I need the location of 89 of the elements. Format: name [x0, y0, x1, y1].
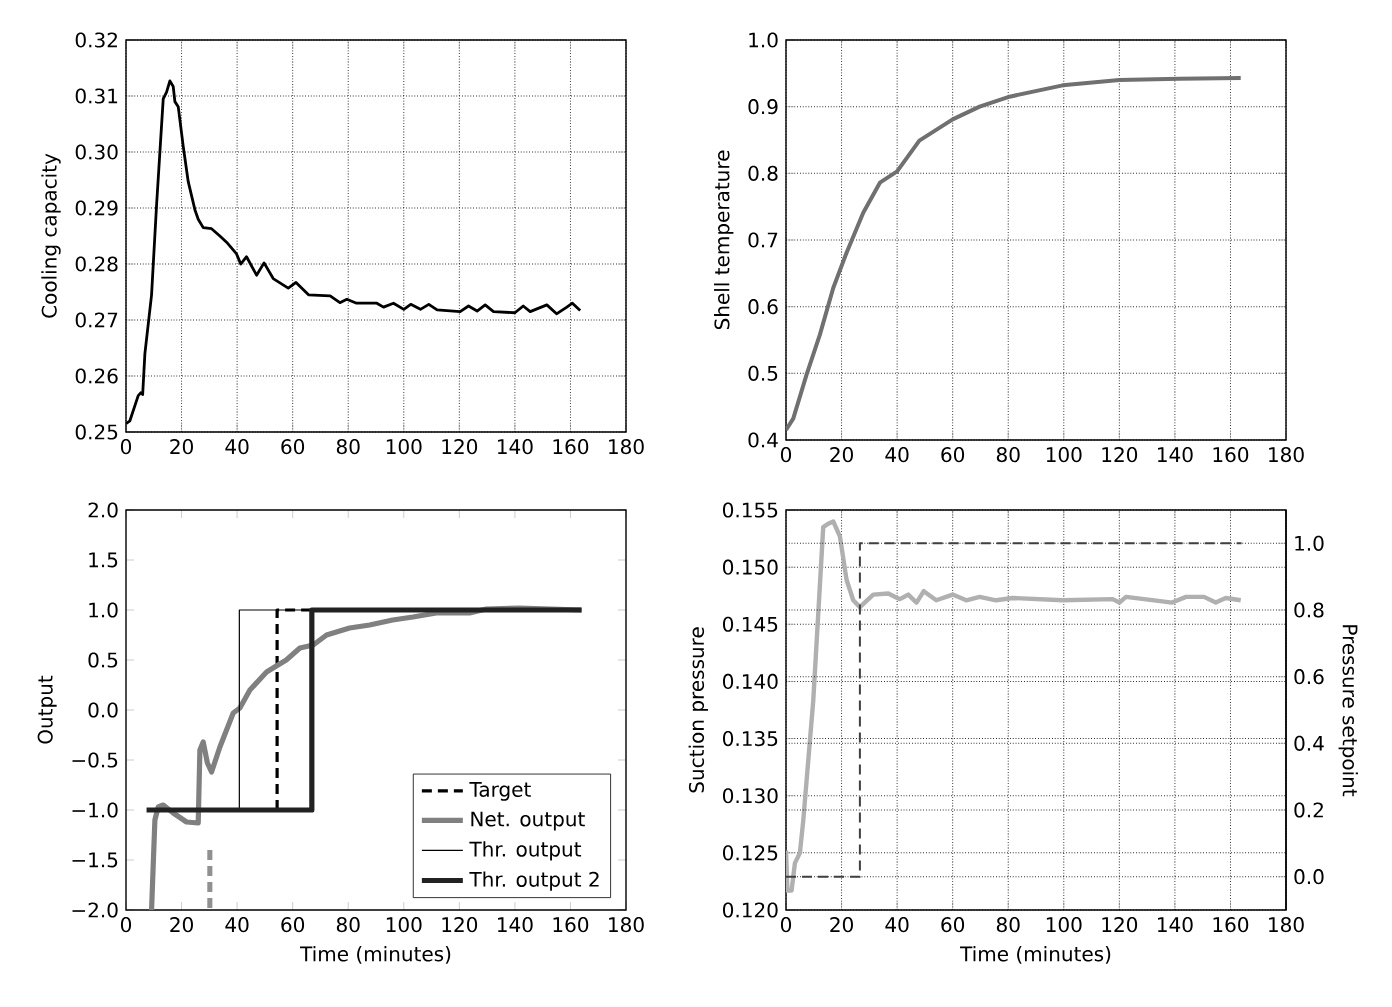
y-tick-label: 0.8: [748, 165, 778, 181]
y-tick-label: 2.0: [88, 502, 118, 518]
x-tick-label: 0: [120, 439, 132, 455]
x-tick-label: 0: [780, 447, 792, 463]
legend-label: Thr. output: [469, 841, 582, 861]
legend-label: Thr. output 2: [469, 871, 599, 891]
y-tick-label: 0.29: [75, 200, 118, 216]
x-tick-label: 100: [1046, 917, 1082, 933]
x-tick-label: 120: [442, 439, 478, 455]
y-tick-label: 0.26: [75, 368, 118, 384]
y-tick-label: 0.120: [723, 902, 778, 918]
x-tick-label: 80: [996, 447, 1020, 463]
x-tick-label: 100: [386, 439, 422, 455]
y-tick-label: 0.125: [723, 845, 778, 861]
y-tick-label: 0.145: [723, 616, 778, 632]
y-tick-label: 0.150: [723, 559, 778, 575]
x-tick-label: 80: [336, 439, 360, 455]
x-tick-label: 120: [1102, 917, 1138, 933]
y2-tick-label: 0.4: [1294, 735, 1324, 751]
y-tick-label: 0.5: [748, 365, 778, 381]
x-tick-label: 0: [780, 917, 792, 933]
x-tick-label: 160: [1213, 917, 1249, 933]
x-tick-label: 180: [1269, 917, 1304, 933]
x-tick-label: 160: [1213, 447, 1249, 463]
x-tick-label: 60: [281, 917, 305, 933]
y-tick-label: 0.4: [748, 432, 778, 448]
y-tick-label: 0.27: [75, 312, 118, 328]
x-tick-label: 60: [941, 447, 965, 463]
y2-axis-title: Pressure setpoint: [1338, 625, 1358, 797]
x-tick-label: 20: [170, 917, 193, 933]
x-tick-label: 100: [386, 917, 422, 933]
y-tick-label: 0.30: [75, 144, 118, 160]
y-tick-label: 0.135: [723, 730, 778, 747]
y-tick-label: 0.130: [723, 788, 778, 804]
x-tick-label: 180: [609, 917, 644, 933]
y-axis-title: Suction pressure: [688, 627, 708, 793]
x-tick-label: 60: [281, 439, 305, 455]
x-tick-label: 140: [1158, 917, 1193, 933]
x-tick-label: 100: [1046, 447, 1082, 463]
x-tick-label: 140: [498, 917, 533, 933]
y-tick-label: −0.5: [72, 752, 118, 768]
x-tick-label: 40: [885, 447, 909, 463]
x-tick-label: 120: [1102, 447, 1138, 463]
x-tick-label: 80: [336, 917, 360, 933]
y2-tick-label: 0.2: [1294, 802, 1323, 818]
y-tick-label: 0.7: [748, 232, 778, 248]
y-tick-label: 1.5: [89, 552, 118, 568]
y-tick-label: 0.9: [748, 99, 778, 115]
x-tick-label: 20: [170, 439, 193, 455]
y-tick-label: 1.0: [749, 32, 778, 48]
x-tick-label: 60: [941, 917, 965, 933]
y-tick-label: 0.5: [88, 652, 118, 668]
y-tick-label: 0.140: [723, 673, 778, 689]
x-axis-title: Time (minutes): [300, 945, 451, 964]
x-tick-label: 20: [830, 917, 853, 933]
y-tick-label: 0.32: [75, 32, 117, 48]
x-axis-title: Time (minutes): [960, 945, 1111, 964]
y-tick-label: 0.155: [723, 502, 778, 518]
y-tick-label: 1.0: [89, 602, 118, 618]
x-tick-label: 160: [553, 439, 589, 455]
x-tick-label: 20: [830, 447, 853, 463]
x-tick-label: 120: [442, 917, 478, 933]
y-axis-title: Output: [37, 675, 57, 744]
x-tick-label: 180: [1269, 447, 1304, 463]
y-tick-label: −2.0: [72, 902, 118, 918]
x-tick-label: 40: [885, 917, 909, 933]
y-tick-label: 0.31: [75, 88, 118, 104]
y-axis-title: Cooling capacity: [41, 153, 61, 318]
x-tick-label: 0: [120, 917, 132, 933]
legend-label: Net. output: [471, 811, 585, 831]
x-tick-label: 80: [996, 917, 1020, 933]
y-axis-title: Shell temperature: [714, 150, 734, 330]
y2-tick-label: 0.8: [1294, 602, 1324, 618]
x-tick-label: 140: [1158, 447, 1193, 463]
x-tick-label: 40: [225, 917, 249, 933]
y2-tick-label: 0.0: [1294, 869, 1324, 885]
y-tick-label: 0.28: [75, 256, 118, 272]
y2-tick-label: 0.6: [1294, 669, 1324, 685]
y-tick-label: 0.0: [88, 702, 118, 718]
x-tick-label: 160: [553, 917, 589, 933]
y-tick-label: −1.5: [72, 852, 118, 868]
legend-label: Target: [469, 782, 531, 801]
x-tick-label: 140: [498, 439, 533, 455]
y-tick-label: 0.6: [748, 299, 778, 315]
y-tick-label: −1.0: [72, 802, 118, 818]
y2-tick-label: 1.0: [1295, 535, 1324, 551]
y-tick-label: 0.25: [75, 424, 118, 440]
x-tick-label: 180: [609, 439, 644, 455]
x-tick-label: 40: [225, 439, 249, 455]
